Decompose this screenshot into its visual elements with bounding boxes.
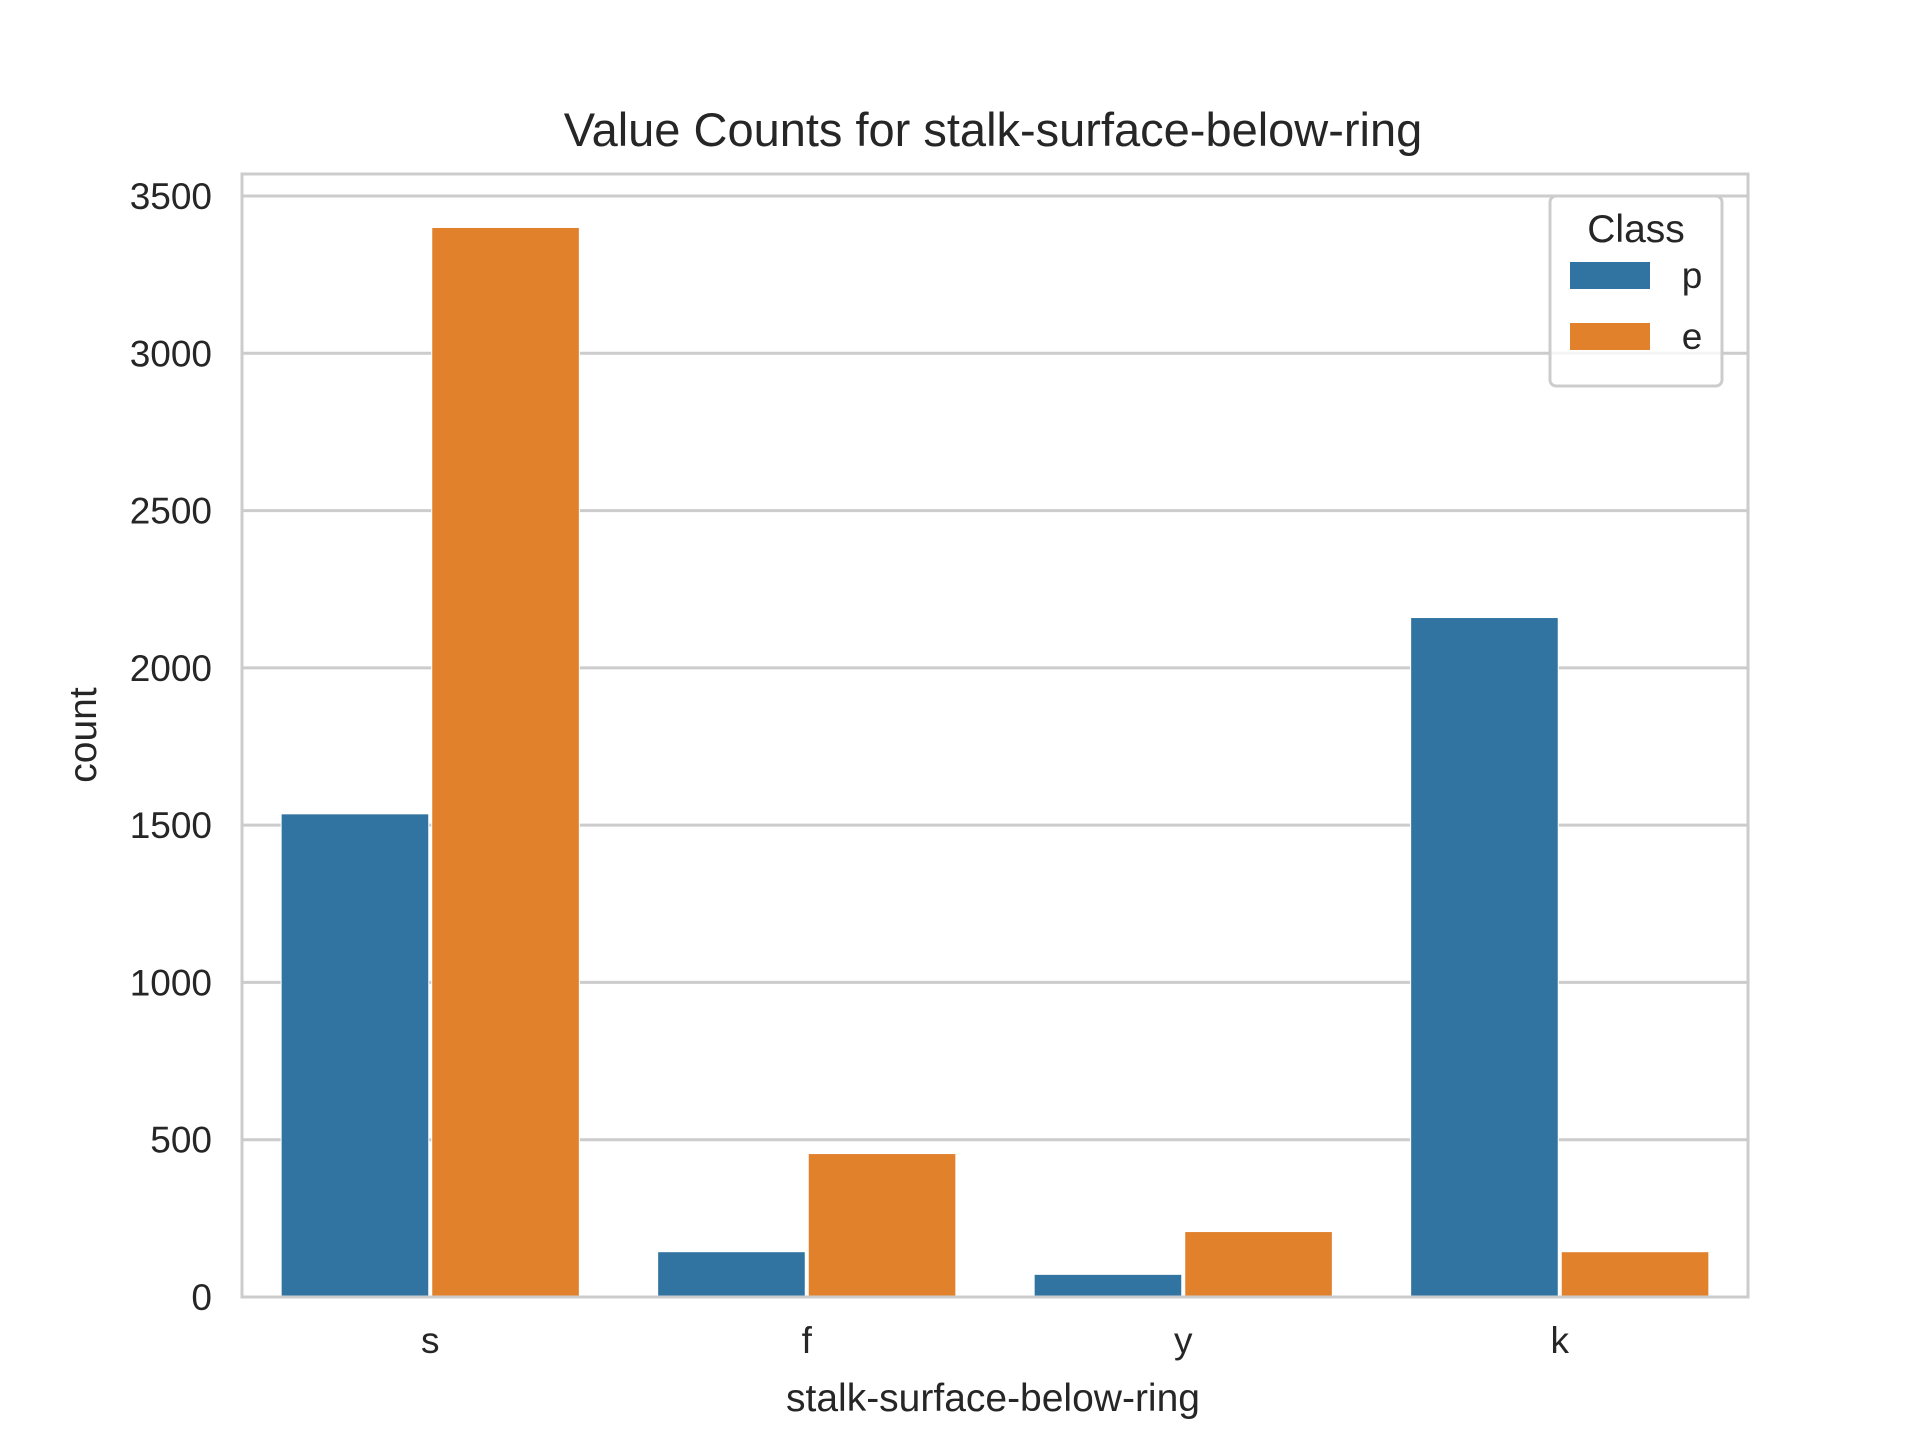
legend-swatch-e [1570, 323, 1650, 350]
bar-p-s [280, 813, 430, 1298]
bar-p-f [657, 1251, 806, 1298]
y-axis-label: count [62, 687, 105, 783]
legend-label-e: e [1682, 316, 1703, 357]
y-tick-labels: 0 500 1000 1500 2000 2500 3000 3500 [130, 176, 212, 1318]
x-tick-label: f [802, 1320, 813, 1361]
x-tick-label: y [1174, 1320, 1193, 1361]
chart-title: Value Counts for stalk-surface-below-rin… [564, 103, 1423, 156]
y-tick-label: 2000 [130, 648, 212, 689]
y-tick-label: 2500 [130, 491, 212, 532]
legend-items: pe [1570, 255, 1702, 357]
y-tick-label: 0 [191, 1277, 212, 1318]
bar-e-k [1560, 1251, 1710, 1298]
bar-e-f [807, 1153, 957, 1298]
y-tick-label: 3500 [130, 176, 212, 217]
legend: Class pe [1548, 194, 1724, 388]
legend-label-p: p [1682, 255, 1703, 296]
y-tick-label: 1000 [130, 962, 212, 1003]
y-tick-label: 500 [150, 1120, 212, 1161]
bar-p-k [1410, 617, 1559, 1298]
bars [280, 226, 1710, 1298]
legend-title: Class [1587, 208, 1685, 251]
y-tick-label: 1500 [130, 805, 212, 846]
bar-e-y [1184, 1231, 1333, 1298]
plot-frame [240, 172, 1750, 1299]
y-tick-label: 3000 [130, 333, 212, 374]
bar-e-s [431, 226, 580, 1298]
x-tick-label: k [1551, 1320, 1570, 1361]
legend-swatch-p [1570, 262, 1650, 289]
x-tick-label: s [421, 1320, 440, 1361]
x-axis-label: stalk-surface-below-ring [786, 1377, 1200, 1420]
bar-p-y [1033, 1273, 1183, 1298]
